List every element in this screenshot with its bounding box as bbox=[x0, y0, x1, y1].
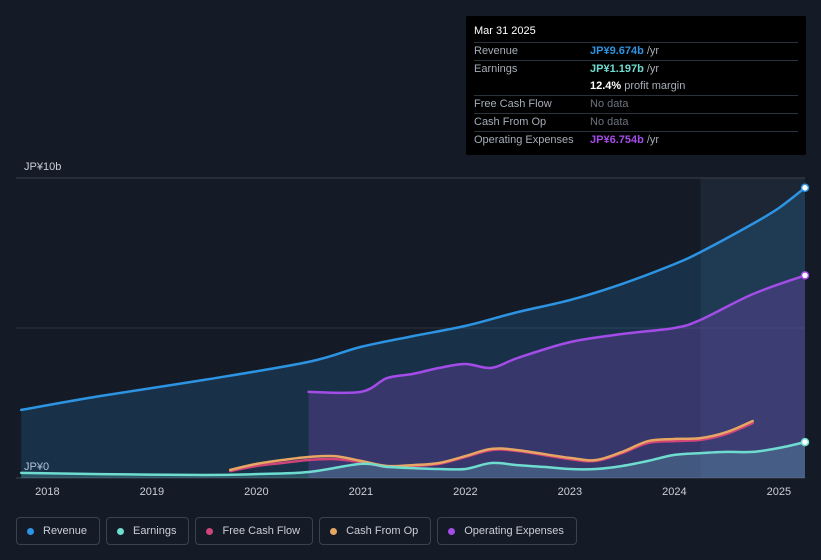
x-tick-label: 2019 bbox=[140, 486, 164, 498]
legend-label: Earnings bbox=[133, 525, 177, 537]
tooltip-value: JP¥6.754b bbox=[590, 134, 644, 146]
tooltip-value: JP¥9.674b bbox=[590, 45, 644, 57]
cash-from-op-line bbox=[228, 419, 754, 472]
legend-label: Revenue bbox=[43, 525, 88, 537]
free-cash-flow-dot-icon bbox=[206, 527, 214, 535]
tooltip-label: Revenue bbox=[474, 45, 519, 57]
tooltip-value: 12.4% bbox=[590, 80, 622, 92]
y-axis-top-label: JP¥10b bbox=[24, 161, 61, 173]
tooltip-value: JP¥1.197b bbox=[590, 63, 644, 75]
earnings-end-marker bbox=[800, 437, 810, 447]
tooltip-label: Earnings bbox=[474, 63, 518, 75]
legend-label: Cash From Op bbox=[346, 525, 419, 537]
tooltip-unit: /yr bbox=[646, 63, 660, 75]
legend-item-operating-expenses[interactable]: Operating Expenses bbox=[437, 517, 577, 545]
legend-item-revenue[interactable]: Revenue bbox=[16, 517, 101, 545]
tooltip-value: No data bbox=[590, 98, 629, 110]
tooltip-row-profit-margin: 12.4% profit margin bbox=[474, 78, 798, 95]
series-end-markers bbox=[800, 183, 810, 447]
earnings-line bbox=[19, 440, 807, 477]
tooltip-label: Operating Expenses bbox=[474, 134, 574, 146]
tooltip-row-earnings: Earnings JP¥1.197b/yr bbox=[474, 60, 798, 78]
chart-canvas: JP¥10b JP¥0 2018 2019 2020 2021 2022 202… bbox=[16, 161, 810, 498]
x-tick-label: 2025 bbox=[767, 486, 791, 498]
tooltip-date: Mar 31 2025 bbox=[474, 25, 536, 37]
legend-item-free-cash-flow[interactable]: Free Cash Flow bbox=[195, 517, 314, 545]
legend: Revenue Earnings Free Cash Flow Cash Fro… bbox=[16, 517, 583, 545]
revenue-line bbox=[19, 186, 807, 412]
tooltip-row-free-cash-flow: Free Cash Flow No data bbox=[474, 95, 798, 113]
tooltip-label bbox=[474, 78, 590, 95]
tooltip-value: No data bbox=[590, 116, 629, 128]
revenue-area bbox=[21, 187, 805, 479]
tooltip-unit: profit margin bbox=[624, 80, 686, 92]
x-tick-label: 2021 bbox=[349, 486, 373, 498]
revenue-dot-icon bbox=[27, 527, 34, 535]
cash-from-op-dot-icon bbox=[330, 527, 338, 535]
tooltip-unit: /yr bbox=[646, 134, 660, 146]
operating-expenses-dot-icon bbox=[448, 527, 456, 535]
operating-expenses-area bbox=[308, 275, 805, 478]
x-tick-label: 2018 bbox=[35, 486, 59, 498]
tooltip-row-revenue: Revenue JP¥9.674b/yr bbox=[474, 42, 798, 60]
legend-item-earnings[interactable]: Earnings bbox=[106, 517, 190, 545]
tooltip-label: Cash From Op bbox=[474, 116, 547, 128]
series-lines bbox=[19, 186, 807, 477]
operating-expenses-line bbox=[307, 274, 807, 395]
tooltip-unit: /yr bbox=[646, 45, 660, 57]
series-areas bbox=[21, 187, 805, 479]
legend-label: Free Cash Flow bbox=[222, 525, 301, 537]
x-tick-label: 2023 bbox=[558, 486, 582, 498]
legend-item-cash-from-op[interactable]: Cash From Op bbox=[319, 517, 432, 545]
y-axis-bottom-label: JP¥0 bbox=[24, 461, 49, 473]
x-axis-ticks: 2018 2019 2020 2021 2022 2023 2024 2025 bbox=[35, 486, 791, 498]
hover-tooltip: Mar 31 2025 Revenue JP¥9.674b/yr Earning… bbox=[466, 16, 806, 155]
x-tick-label: 2022 bbox=[453, 486, 477, 498]
tooltip-label: Free Cash Flow bbox=[474, 98, 552, 110]
tooltip-row-cash-from-op: Cash From Op No data bbox=[474, 113, 798, 131]
operating-expenses-end-marker bbox=[800, 271, 810, 280]
x-tick-label: 2020 bbox=[244, 486, 268, 498]
tooltip-row-operating-expenses: Operating Expenses JP¥6.754b/yr bbox=[474, 131, 798, 149]
earnings-dot-icon bbox=[117, 527, 125, 535]
x-tick-label: 2024 bbox=[662, 486, 686, 498]
legend-label: Operating Expenses bbox=[464, 525, 564, 537]
revenue-end-marker bbox=[800, 183, 810, 193]
